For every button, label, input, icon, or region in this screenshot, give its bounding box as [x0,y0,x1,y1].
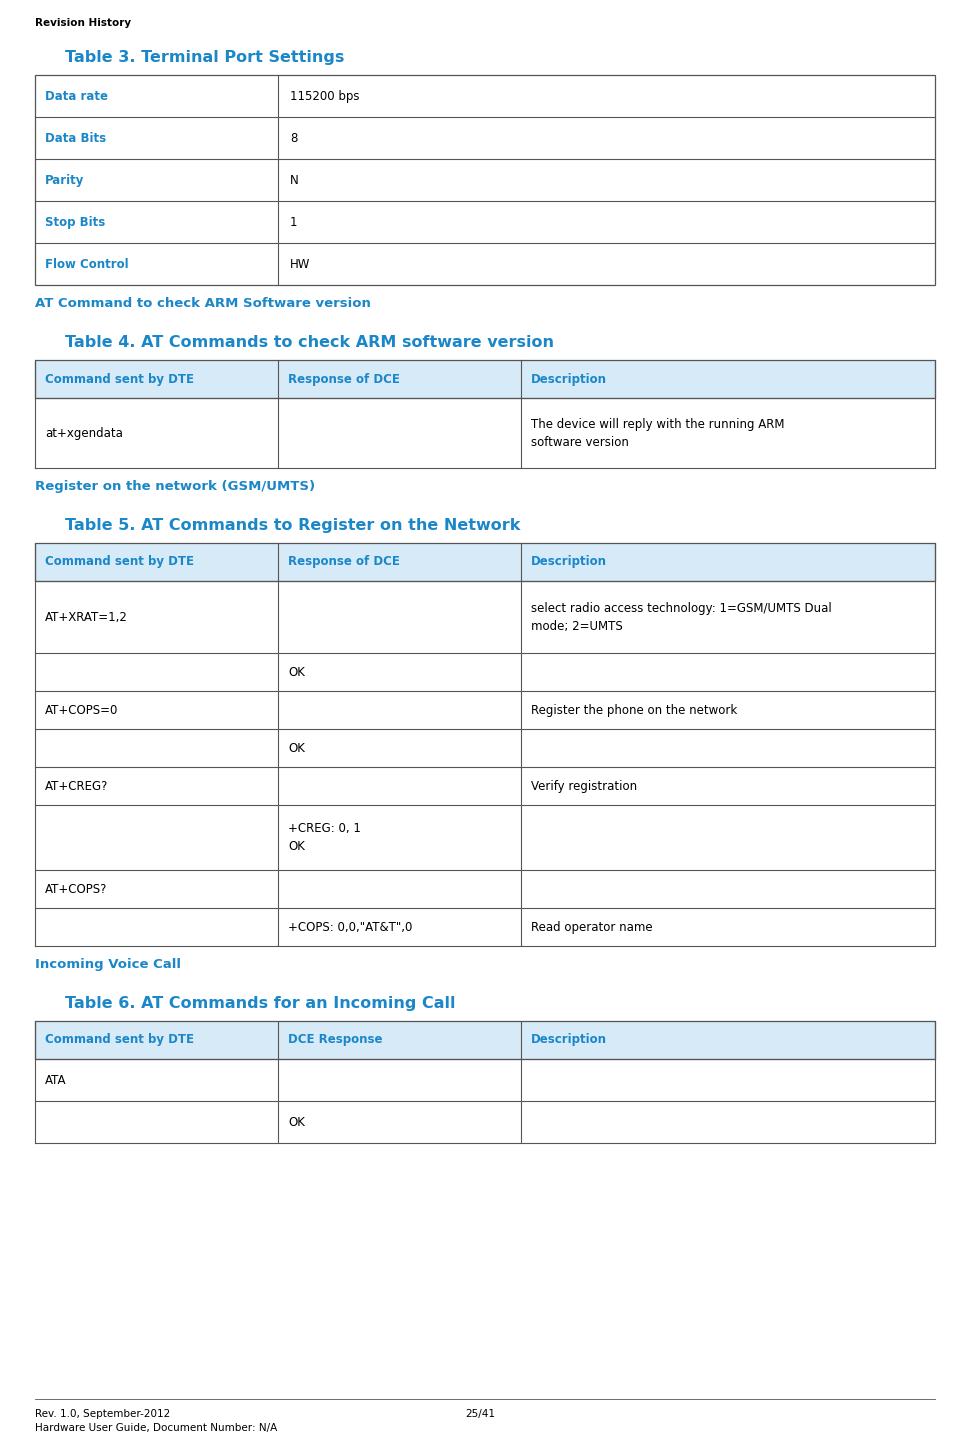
Text: Rev. 1.0, September-2012: Rev. 1.0, September-2012 [35,1410,170,1418]
Text: Table 4. AT Commands to check ARM software version: Table 4. AT Commands to check ARM softwa… [65,335,554,351]
Text: Stop Bits: Stop Bits [45,216,106,228]
Text: Command sent by DTE: Command sent by DTE [45,372,194,385]
Text: AT+COPS=0: AT+COPS=0 [45,704,118,717]
Text: Read operator name: Read operator name [531,921,653,934]
Text: Description: Description [531,372,607,385]
Text: Revision History: Revision History [35,19,132,27]
Text: DCE Response: DCE Response [288,1033,382,1046]
Text: HW: HW [290,257,310,270]
Bar [35,543,935,581]
Text: at+xgendata: at+xgendata [45,427,123,440]
Text: Register the phone on the network: Register the phone on the network [531,704,737,717]
Text: Register on the network (GSM/UMTS): Register on the network (GSM/UMTS) [35,480,315,493]
Text: AT Command to check ARM Software version: AT Command to check ARM Software version [35,297,371,310]
Text: Data Bits: Data Bits [45,132,107,145]
Text: Description: Description [531,1033,607,1046]
Text: AT+COPS?: AT+COPS? [45,882,108,895]
Text: 25/41: 25/41 [465,1410,495,1418]
Text: Response of DCE: Response of DCE [288,372,400,385]
Text: Data rate: Data rate [45,89,108,102]
Bar [35,75,935,285]
Text: Flow Control: Flow Control [45,257,129,270]
Text: Command sent by DTE: Command sent by DTE [45,556,194,569]
Text: select radio access technology: 1=GSM/UMTS Dual
mode; 2=UMTS: select radio access technology: 1=GSM/UM… [531,602,831,632]
Text: Hardware User Guide, Document Number: N/A: Hardware User Guide, Document Number: N/… [35,1423,277,1433]
Text: 1: 1 [290,216,298,228]
Text: OK: OK [288,741,305,754]
Text: OK: OK [288,1115,305,1128]
Text: +COPS: 0,0,"AT&T",0: +COPS: 0,0,"AT&T",0 [288,921,413,934]
Text: AT+XRAT=1,2: AT+XRAT=1,2 [45,611,128,624]
Text: N: N [290,174,299,187]
Text: Table 3. Terminal Port Settings: Table 3. Terminal Port Settings [65,50,345,65]
Bar [35,1022,935,1059]
Text: Command sent by DTE: Command sent by DTE [45,1033,194,1046]
Text: Table 5. AT Commands to Register on the Network: Table 5. AT Commands to Register on the … [65,517,520,533]
Text: ATA: ATA [45,1073,66,1086]
Text: Verify registration: Verify registration [531,779,637,792]
Text: Description: Description [531,556,607,569]
Text: Incoming Voice Call: Incoming Voice Call [35,958,181,971]
Text: OK: OK [288,665,305,678]
Text: Response of DCE: Response of DCE [288,556,400,569]
Text: 115200 bps: 115200 bps [290,89,359,102]
Text: +CREG: 0, 1
OK: +CREG: 0, 1 OK [288,822,361,854]
Text: Table 6. AT Commands for an Incoming Call: Table 6. AT Commands for an Incoming Cal… [65,996,455,1012]
Text: The device will reply with the running ARM
software version: The device will reply with the running A… [531,418,784,448]
Text: 8: 8 [290,132,298,145]
Text: AT+CREG?: AT+CREG? [45,779,108,792]
Bar [35,361,935,398]
Text: Parity: Parity [45,174,84,187]
